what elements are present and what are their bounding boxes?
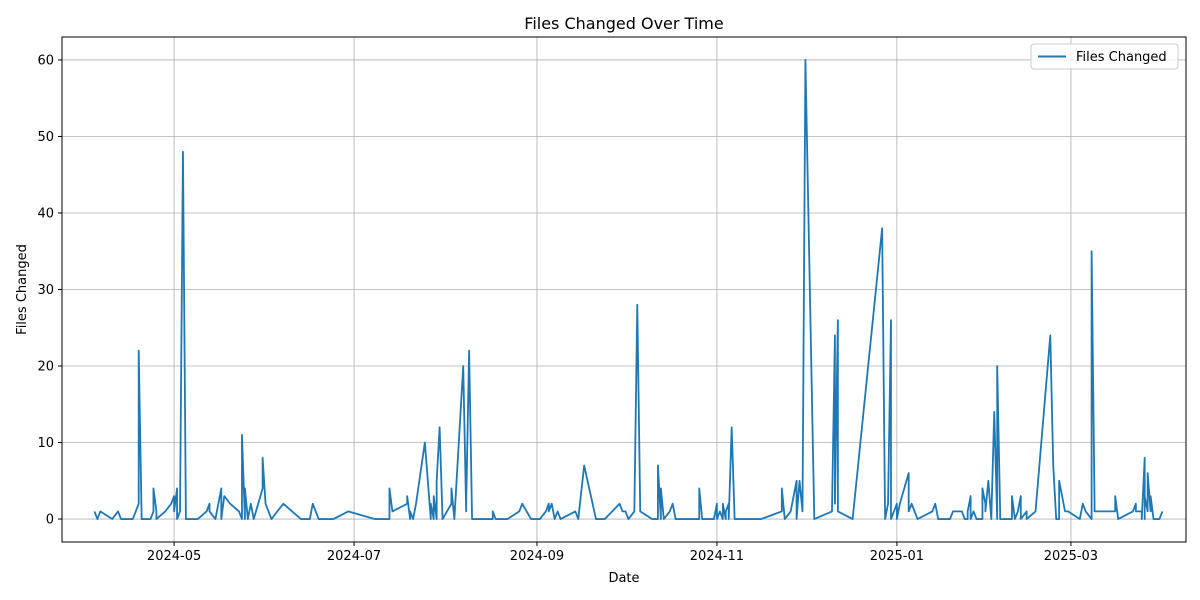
y-axis-ticks: 0 10 20 30 40 50 60 bbox=[37, 53, 62, 528]
x-tick-label: 2024-11 bbox=[690, 549, 744, 564]
chart-title: Files Changed Over Time bbox=[524, 14, 723, 33]
y-tick-label: 40 bbox=[37, 206, 54, 221]
y-tick-label: 10 bbox=[37, 436, 54, 451]
series-line-files-changed bbox=[93, 59, 1164, 520]
x-tick-label: 2024-07 bbox=[327, 549, 381, 564]
series-layer bbox=[93, 59, 1164, 520]
x-tick-label: 2024-05 bbox=[147, 549, 201, 564]
x-axis-label: Date bbox=[608, 571, 639, 586]
grid-lines bbox=[62, 37, 1186, 542]
y-tick-label: 0 bbox=[46, 513, 54, 528]
legend: Files Changed bbox=[1030, 43, 1179, 70]
x-tick-label: 2025-03 bbox=[1044, 549, 1098, 564]
y-tick-label: 30 bbox=[37, 283, 54, 298]
x-tick-label: 2025-01 bbox=[870, 549, 924, 564]
y-tick-label: 50 bbox=[37, 130, 54, 145]
x-tick-label: 2024-09 bbox=[510, 549, 564, 564]
legend-label-files-changed: Files Changed bbox=[1076, 50, 1167, 65]
y-tick-label: 60 bbox=[37, 53, 54, 68]
y-axis-label: Files Changed bbox=[15, 244, 30, 335]
y-tick-label: 20 bbox=[37, 360, 54, 375]
legend-box bbox=[1030, 43, 1179, 70]
x-axis-ticks: 2024-05 2024-07 2024-09 2024-11 2025-01 2025-… bbox=[147, 542, 1098, 564]
